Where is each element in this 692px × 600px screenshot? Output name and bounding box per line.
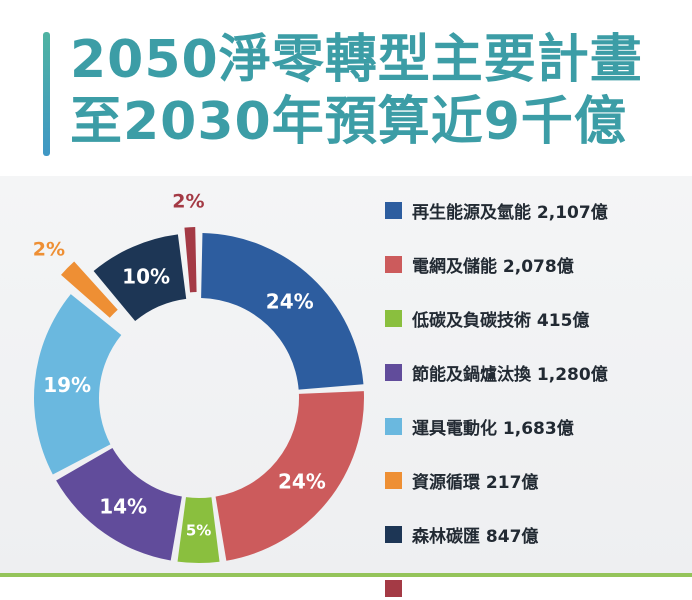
- legend-label: 森林碳匯 847億: [412, 526, 539, 547]
- slice-percent-label: 5%: [186, 521, 211, 539]
- legend-item: 再生能源及氫能 2,107億: [385, 198, 608, 223]
- legend-label: 運具電動化 1,683億: [412, 418, 574, 439]
- legend-item: [385, 576, 412, 600]
- legend-label: 低碳及負碳技術 415億: [412, 310, 590, 331]
- slice-percent-label: 19%: [43, 373, 91, 397]
- legend-swatch: [385, 525, 402, 543]
- legend-item: 低碳及負碳技術 415億: [385, 306, 590, 331]
- slice-percent-label: 2%: [33, 239, 65, 261]
- legend-label: 再生能源及氫能 2,107億: [412, 202, 608, 223]
- slice-labels: 24% 24% 5% 14% 19% 2% 10% 2%: [33, 190, 326, 539]
- legend-swatch: [385, 363, 402, 381]
- bottom-accent-strip: [0, 573, 692, 577]
- legend-item: 電網及儲能 2,078億: [385, 252, 574, 277]
- slice-percent-label: 24%: [278, 469, 326, 493]
- slice-percent-label: 10%: [122, 265, 170, 289]
- title-line-2: 至2030年預算近9千億: [70, 92, 627, 152]
- title-line-1: 2050淨零轉型主要計畫: [70, 30, 643, 90]
- legend-swatch: [385, 579, 402, 597]
- legend-label: 節能及鍋爐汰換 1,280億: [412, 364, 608, 385]
- title-accent-bar: [43, 32, 50, 156]
- slice-percent-label: 2%: [172, 190, 204, 212]
- legend-swatch: [385, 309, 402, 327]
- slice-percent-label: 14%: [99, 495, 147, 519]
- legend-swatch: [385, 201, 402, 219]
- legend-item: 資源循環 217億: [385, 468, 539, 493]
- legend-item: 節能及鍋爐汰換 1,280億: [385, 360, 608, 385]
- legend-item: 森林碳匯 847億: [385, 522, 539, 547]
- slice-percent-label: 24%: [266, 289, 314, 313]
- legend-swatch: [385, 471, 402, 489]
- donut-slice: [215, 391, 364, 561]
- legend-label: 資源循環 217億: [412, 472, 539, 493]
- legend-swatch: [385, 417, 402, 435]
- donut-slices: [34, 227, 364, 563]
- donut-slice: [184, 227, 197, 293]
- donut-chart: 24% 24% 5% 14% 19% 2% 10% 2%: [33, 190, 364, 563]
- legend-label: 電網及儲能 2,078億: [412, 256, 574, 277]
- donut-slice: [56, 448, 182, 561]
- donut-slice: [34, 294, 122, 475]
- donut-slice: [201, 233, 364, 390]
- donut-slice: [177, 497, 220, 563]
- legend-swatch: [385, 255, 402, 273]
- legend-item: 運具電動化 1,683億: [385, 414, 574, 439]
- donut-slice: [61, 261, 118, 318]
- donut-slice: [93, 234, 187, 322]
